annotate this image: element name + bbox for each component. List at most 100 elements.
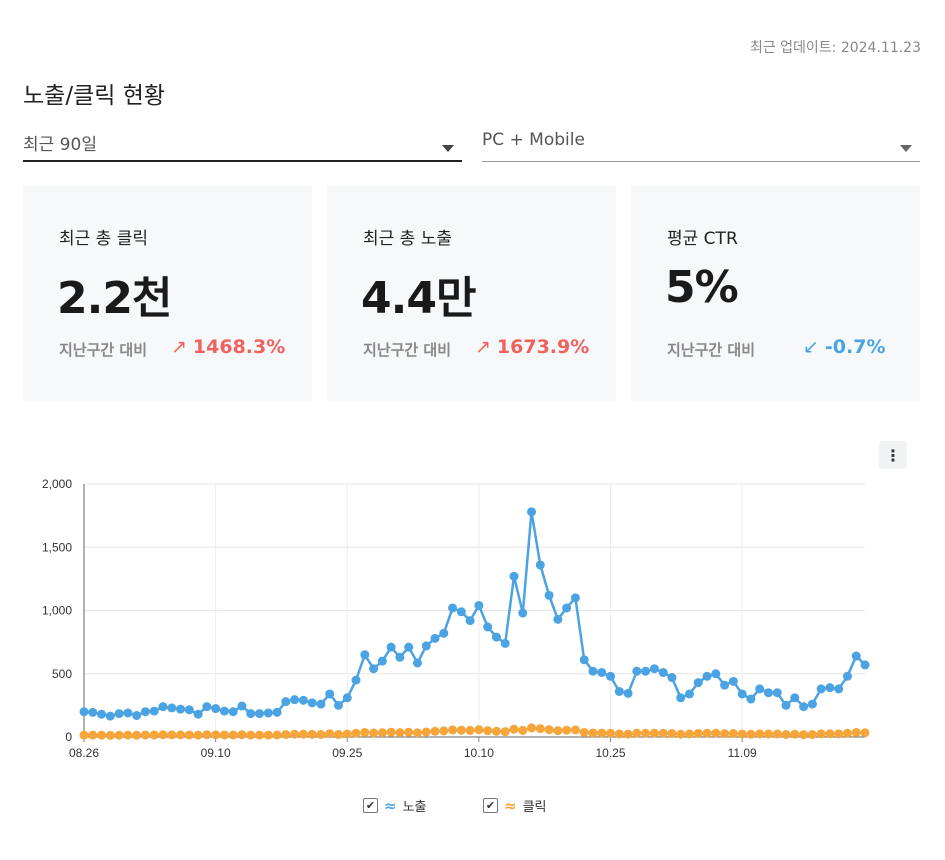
y-tick-label: 1,500 (42, 540, 72, 554)
series-impressions-point (272, 707, 282, 717)
series-clicks-point (448, 725, 458, 735)
series-line-icon: ≈ (504, 796, 517, 815)
series-impressions-point (527, 507, 537, 517)
series-impressions-point (474, 600, 484, 610)
series-clicks-point (123, 730, 133, 740)
series-clicks-point (606, 728, 616, 738)
series-clicks-point (781, 729, 791, 739)
series-clicks-point (711, 728, 721, 738)
series-clicks-point (211, 730, 221, 740)
series-impressions-point (807, 699, 817, 709)
series-clicks-point (456, 725, 466, 735)
series-impressions-point (228, 707, 238, 717)
y-tick-label: 500 (52, 667, 72, 681)
series-clicks-point (158, 730, 168, 740)
legend-impressions-toggle[interactable]: ✔ ≈ 노출 (363, 796, 427, 815)
series-clicks-point (667, 728, 677, 738)
series-impressions-point (491, 632, 501, 642)
series-impressions-point (614, 686, 624, 696)
series-impressions-point (290, 695, 300, 705)
series-impressions-point (746, 694, 756, 704)
series-impressions-point (211, 704, 221, 714)
chart-more-button[interactable]: ⋮ (879, 441, 907, 469)
series-impressions-point (834, 684, 844, 694)
caret-down-icon (900, 145, 912, 152)
series-impressions-point (79, 707, 89, 717)
series-impressions-point (711, 669, 721, 679)
series-impressions-point (816, 684, 826, 694)
series-clicks-point (842, 728, 852, 738)
series-impressions-point (860, 660, 870, 670)
series-clicks-point (851, 727, 861, 737)
series-clicks-point (316, 729, 326, 739)
card-value: 5% (665, 262, 739, 313)
series-clicks-point (509, 724, 519, 734)
device-select[interactable]: PC + Mobile (482, 124, 920, 162)
series-impressions-point (351, 675, 361, 685)
series-impressions-point (237, 701, 247, 711)
series-clicks-point (404, 727, 414, 737)
more-vertical-icon: ⋮ (885, 445, 901, 465)
device-select-value: PC + Mobile (482, 130, 585, 150)
series-impressions-point (114, 709, 124, 719)
series-impressions-point (658, 667, 668, 677)
series-impressions-point (333, 700, 343, 710)
legend-label: 클릭 (522, 800, 547, 815)
series-clicks-point (474, 725, 484, 735)
series-impressions-point (851, 651, 861, 661)
series-impressions-point (386, 642, 396, 652)
series-impressions-point (606, 671, 616, 681)
series-clicks-point (307, 729, 317, 739)
arrow-up-icon: ↗ (475, 336, 491, 358)
series-clicks-point (369, 728, 379, 738)
series-clicks-point (342, 729, 352, 739)
series-impressions-point (167, 703, 177, 713)
series-clicks-point (88, 730, 98, 740)
series-impressions-point (456, 607, 466, 617)
legend-clicks-toggle[interactable]: ✔ ≈ 클릭 (483, 796, 547, 815)
series-clicks-point (518, 725, 528, 735)
series-impressions-point (790, 693, 800, 703)
series-clicks-point (439, 726, 449, 736)
series-clicks-point (641, 728, 651, 738)
y-tick-label: 2,000 (42, 477, 72, 491)
series-impressions-point (684, 689, 694, 699)
series-impressions-point (202, 702, 212, 712)
caret-down-icon (442, 145, 454, 152)
series-impressions-point (325, 689, 335, 699)
series-clicks-point (386, 727, 396, 737)
series-clicks-point (834, 729, 844, 739)
series-impressions-point (641, 666, 651, 676)
series-clicks-point (421, 727, 431, 737)
x-tick-label: 09.25 (332, 746, 362, 760)
series-impressions-point (246, 709, 256, 719)
series-clicks-point (737, 729, 747, 739)
checkbox-checked-icon: ✔ (363, 798, 378, 813)
series-impressions-point (781, 700, 791, 710)
series-impressions-point (737, 689, 747, 699)
y-tick-label: 0 (65, 730, 72, 744)
series-clicks-point (97, 730, 107, 740)
series-clicks-point (263, 730, 273, 740)
series-clicks-point (658, 728, 668, 738)
series-impressions-point (720, 680, 730, 690)
series-clicks-point (807, 729, 817, 739)
series-impressions-point (509, 571, 519, 581)
card-compare-label: 지난구간 대비 (59, 341, 148, 359)
series-clicks-point (114, 730, 124, 740)
series-impressions-point (500, 638, 510, 648)
series-clicks-point (246, 730, 256, 740)
series-impressions-point (377, 656, 387, 666)
series-clicks-point (360, 727, 370, 737)
series-clicks-point (193, 730, 203, 740)
x-tick-label: 10.25 (596, 746, 626, 760)
period-select[interactable]: 최근 90일 (23, 124, 462, 162)
series-clicks-point (281, 729, 291, 739)
series-impressions-point (430, 633, 440, 643)
series-clicks-point (132, 730, 142, 740)
card-label: 최근 총 클릭 (59, 229, 149, 249)
series-impressions-point (123, 708, 133, 718)
card-compare-label: 지난구간 대비 (363, 341, 452, 359)
series-impressions-point (597, 667, 607, 677)
series-impressions-point (307, 698, 317, 708)
